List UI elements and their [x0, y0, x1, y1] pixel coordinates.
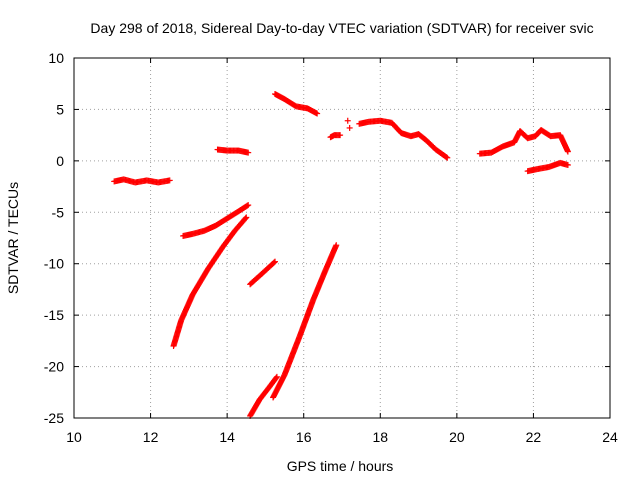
data-point: [314, 110, 321, 117]
series-seg11: [356, 117, 451, 161]
data-point: [444, 154, 451, 161]
x-tick-label: 12: [143, 429, 159, 445]
x-tick-label: 24: [602, 429, 618, 445]
y-tick-label: 10: [48, 50, 64, 66]
data-point: [346, 124, 353, 131]
data-point: [272, 258, 278, 265]
y-tick-label: 5: [56, 101, 64, 117]
series-seg9: [327, 132, 344, 141]
series-seg10: [344, 117, 353, 131]
grid-lines: [74, 58, 610, 418]
data-point: [245, 202, 252, 209]
series-seg6: [247, 373, 280, 419]
plot-frame: [73, 57, 611, 419]
y-tick-label: -5: [52, 204, 65, 220]
axis-ticks: 10 12 14 16 18 20 22 24 -25 -20 -15 -10 -5 0 5 10: [44, 50, 618, 445]
data-point: [245, 149, 252, 156]
data-point: [564, 148, 571, 155]
data-point: [344, 117, 351, 124]
data-point: [337, 132, 344, 139]
series-seg12: [476, 127, 571, 157]
series-seg7: [270, 242, 340, 401]
series-seg13: [524, 159, 571, 175]
x-axis-label: GPS time / hours: [287, 458, 394, 474]
data-point: [244, 202, 251, 209]
data-point: [243, 214, 250, 221]
data-point: [273, 373, 280, 380]
x-tick-label: 20: [449, 429, 465, 445]
x-tick-label: 10: [66, 429, 82, 445]
x-tick-label: 18: [372, 429, 388, 445]
series-seg3: [180, 202, 252, 239]
series-seg8: [272, 91, 321, 117]
data-point: [271, 259, 278, 266]
series-seg4: [214, 146, 252, 156]
data-point: [166, 177, 173, 184]
data-point: [333, 242, 340, 249]
series-seg1: [111, 176, 173, 186]
series-seg5: [247, 258, 278, 288]
x-tick-label: 14: [219, 429, 235, 445]
x-tick-label: 16: [296, 429, 312, 445]
y-tick-label: -25: [44, 410, 64, 426]
data-point: [564, 161, 571, 168]
y-tick-label: 0: [56, 153, 64, 169]
y-tick-label: -10: [44, 256, 64, 272]
data-point: [443, 154, 450, 161]
y-axis-label: SDTVAR / TECUs: [5, 182, 21, 294]
x-tick-label: 22: [526, 429, 542, 445]
y-tick-label: -20: [44, 359, 64, 375]
data-point: [273, 374, 280, 381]
y-tick-label: -15: [44, 307, 64, 323]
data-points: [111, 91, 571, 419]
chart-title: Day 298 of 2018, Sidereal Day-to-day VTE…: [90, 20, 593, 36]
data-point: [242, 215, 249, 222]
series-seg2: [170, 214, 250, 349]
